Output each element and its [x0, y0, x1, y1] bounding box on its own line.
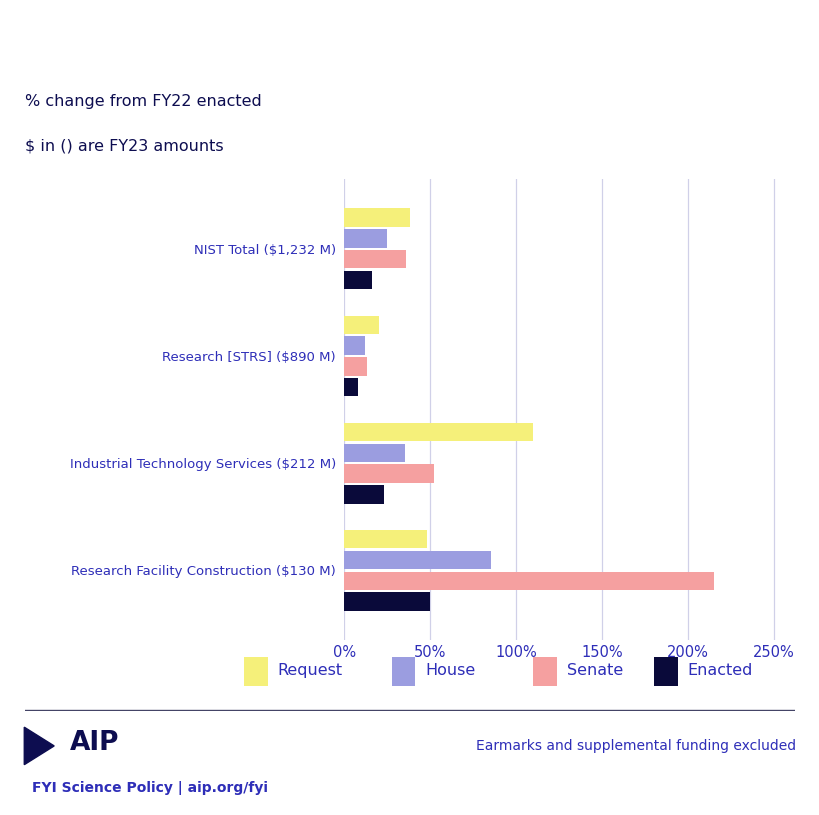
Bar [344, 250, 405, 268]
Text: FY23 Appropriations: NIST Base Budget: FY23 Appropriations: NIST Base Budget [20, 33, 672, 61]
Bar [344, 378, 358, 396]
Text: Enacted: Enacted [687, 663, 753, 678]
Bar [344, 423, 533, 441]
Text: Senate: Senate [566, 663, 622, 678]
Text: Earmarks and supplemental funding excluded: Earmarks and supplemental funding exclud… [475, 739, 794, 753]
Bar [344, 551, 490, 569]
Bar [344, 209, 410, 227]
Bar [344, 530, 427, 548]
FancyBboxPatch shape [532, 657, 556, 686]
FancyBboxPatch shape [654, 657, 676, 686]
Bar [344, 485, 383, 504]
Bar [344, 593, 430, 610]
Bar [344, 229, 387, 248]
Bar [344, 443, 404, 462]
Text: Request: Request [278, 663, 342, 678]
Text: FYI Science Policy | aip.org/fyi: FYI Science Policy | aip.org/fyi [32, 781, 268, 795]
Bar [344, 337, 364, 355]
Polygon shape [25, 727, 54, 764]
FancyBboxPatch shape [244, 657, 267, 686]
Text: $ in () are FY23 amounts: $ in () are FY23 amounts [25, 139, 223, 154]
Text: AIP: AIP [70, 730, 120, 756]
Bar [344, 315, 378, 334]
Bar [344, 271, 372, 289]
Text: House: House [425, 663, 475, 678]
Bar [344, 465, 433, 482]
Bar [344, 571, 713, 590]
FancyBboxPatch shape [391, 657, 415, 686]
Bar [344, 357, 366, 376]
Text: % change from FY22 enacted: % change from FY22 enacted [25, 94, 261, 108]
